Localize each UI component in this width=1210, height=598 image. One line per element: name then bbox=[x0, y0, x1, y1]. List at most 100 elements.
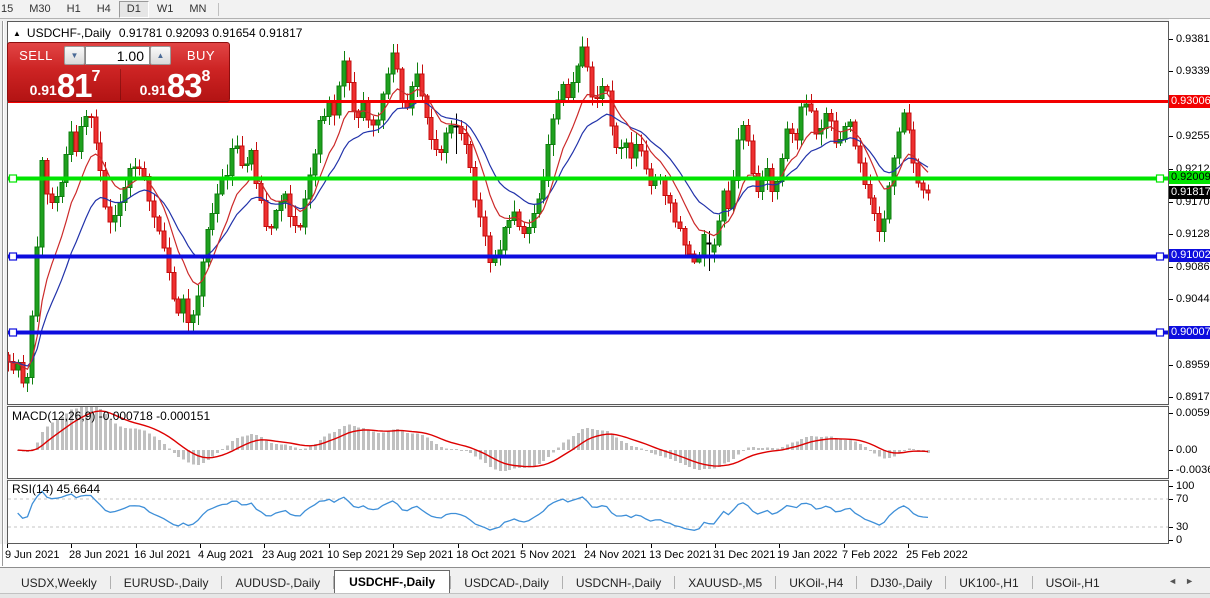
widget-divider bbox=[120, 69, 121, 100]
rsi-tick-label: 70 bbox=[1176, 493, 1189, 505]
price-tick bbox=[1169, 365, 1173, 366]
time-tick bbox=[264, 544, 265, 548]
macd-signal-line bbox=[17, 410, 929, 468]
timeframe-mn[interactable]: MN bbox=[189, 2, 207, 15]
hline-handle[interactable] bbox=[8, 174, 18, 183]
price-badge-resistance-line: 0.93006 bbox=[1169, 95, 1210, 108]
toolbar-divider bbox=[218, 2, 220, 16]
time-tick-label: 13 Dec 2021 bbox=[649, 549, 712, 561]
rsi-tick bbox=[1169, 486, 1173, 487]
tab-separator bbox=[674, 576, 676, 589]
time-tick bbox=[458, 544, 459, 548]
tab-scroll-left-icon[interactable]: ◄ bbox=[1168, 576, 1186, 586]
volume-decrease-button[interactable]: ▼ bbox=[64, 46, 85, 65]
one-click-trade-widget: SELL ▼ 1.00 ▲ BUY 0.91 81 7 0.91 83 8 bbox=[7, 42, 230, 102]
rsi-tick-label: 0 bbox=[1176, 534, 1183, 546]
hline-handle[interactable] bbox=[8, 252, 18, 261]
tab-eurusd-daily[interactable]: EURUSD-,Daily bbox=[123, 576, 209, 590]
price-badge-pivot-line: 0.92009 bbox=[1169, 171, 1210, 184]
time-tick-label: 29 Sep 2021 bbox=[391, 549, 454, 561]
tab-separator bbox=[775, 576, 777, 589]
price-tick bbox=[1169, 234, 1173, 235]
tab-xauusd-m5[interactable]: XAUUSD-,M5 bbox=[688, 576, 763, 590]
time-tick bbox=[522, 544, 523, 548]
timeframe-15[interactable]: 15 bbox=[1, 2, 14, 15]
sell-price-base: 0.91 bbox=[29, 82, 57, 98]
tab-usdchf-daily[interactable]: USDCHF-,Daily bbox=[334, 570, 451, 595]
macd-tick bbox=[1169, 413, 1173, 414]
buy-price-display[interactable]: 0.91 83 8 bbox=[122, 67, 228, 104]
tab-audusd-daily[interactable]: AUDUSD-,Daily bbox=[235, 576, 321, 590]
rsi-panel bbox=[7, 480, 1169, 544]
buy-button[interactable]: BUY bbox=[186, 48, 216, 63]
tab-scroll-arrows: ◄► bbox=[1168, 576, 1202, 586]
candlestick-plot[interactable] bbox=[8, 22, 1168, 404]
sell-price-display[interactable]: 0.91 81 7 bbox=[10, 67, 120, 102]
time-tick bbox=[200, 544, 201, 548]
volume-input[interactable]: 1.00 bbox=[85, 46, 150, 65]
tab-dj30-daily[interactable]: DJ30-,Daily bbox=[870, 576, 933, 590]
window-left-edge bbox=[2, 21, 3, 566]
price-axis[interactable]: 0.938100.933900.929700.925500.921200.917… bbox=[1169, 19, 1210, 567]
tab-separator bbox=[450, 576, 452, 589]
hline-handle[interactable] bbox=[1155, 252, 1165, 261]
tab-usdx-weekly[interactable]: USDX,Weekly bbox=[21, 576, 97, 590]
time-tick-label: 16 Jul 2021 bbox=[134, 549, 191, 561]
tab-uk100-h1[interactable]: UK100-,H1 bbox=[959, 576, 1019, 590]
tab-separator bbox=[945, 576, 947, 589]
tab-usdcnh-daily[interactable]: USDCNH-,Daily bbox=[575, 576, 662, 590]
tab-usoil-h1[interactable]: USOil-,H1 bbox=[1045, 576, 1100, 590]
moving-average-18 bbox=[8, 101, 929, 367]
rsi-tick bbox=[1169, 527, 1173, 528]
tab-scroll-right-icon[interactable]: ► bbox=[1185, 576, 1202, 586]
sell-price-point: 7 bbox=[91, 68, 101, 85]
price-tick bbox=[1169, 202, 1173, 203]
time-tick-label: 24 Nov 2021 bbox=[584, 549, 647, 561]
rsi-tick-label: 100 bbox=[1176, 480, 1195, 492]
hline-handle[interactable] bbox=[8, 328, 18, 337]
time-tick-label: 18 Oct 2021 bbox=[456, 549, 516, 561]
rsi-plot[interactable] bbox=[8, 481, 1168, 543]
time-tick-label: 7 Feb 2022 bbox=[842, 549, 898, 561]
rsi-label: RSI(14) 45.6644 bbox=[12, 482, 101, 496]
bottom-strip bbox=[0, 593, 1210, 598]
timeframe-h1[interactable]: H1 bbox=[66, 2, 81, 15]
time-tick-label: 19 Jan 2022 bbox=[777, 549, 838, 561]
sell-button[interactable]: SELL bbox=[19, 48, 53, 63]
buy-price-pips: 83 bbox=[166, 67, 203, 104]
hline-handle[interactable] bbox=[1155, 174, 1165, 183]
price-tick bbox=[1169, 299, 1173, 300]
tab-separator bbox=[1031, 576, 1033, 589]
timeframe-w1[interactable]: W1 bbox=[156, 2, 174, 15]
macd-plot[interactable] bbox=[8, 407, 1168, 478]
time-tick bbox=[136, 544, 137, 548]
rsi-tick bbox=[1169, 540, 1173, 541]
macd-tick-label: 0.00 bbox=[1176, 444, 1198, 456]
time-tick bbox=[844, 544, 845, 548]
time-tick bbox=[7, 544, 8, 548]
tab-usdcad-daily[interactable]: USDCAD-,Daily bbox=[464, 576, 549, 590]
time-tick-label: 5 Nov 2021 bbox=[520, 549, 577, 561]
macd-tick-label: 0.005963 bbox=[1176, 407, 1210, 419]
chart-collapse-arrow-icon[interactable]: ▲ bbox=[13, 29, 21, 38]
hline-handle[interactable] bbox=[1155, 328, 1165, 337]
time-tick bbox=[779, 544, 780, 548]
timeframe-d1[interactable]: D1 bbox=[118, 0, 149, 18]
timeframe-h4[interactable]: H4 bbox=[96, 2, 111, 15]
time-tick-label: 9 Jun 2021 bbox=[5, 549, 60, 561]
tab-separator bbox=[221, 576, 223, 589]
price-tick bbox=[1169, 267, 1173, 268]
time-axis[interactable]: 9 Jun 2021 28 Jun 2021 16 Jul 2021 4 Aug 20… bbox=[0, 544, 1169, 567]
price-tick bbox=[1169, 136, 1173, 137]
volume-increase-button[interactable]: ▲ bbox=[150, 46, 171, 65]
macd-tick-label: -0.003664 bbox=[1176, 464, 1210, 476]
buy-price-point: 8 bbox=[201, 68, 211, 85]
timeframe-m30[interactable]: M30 bbox=[29, 2, 51, 15]
tab-ukoil-h4[interactable]: UKOil-,H4 bbox=[789, 576, 844, 590]
tab-separator bbox=[333, 576, 335, 589]
macd-tick bbox=[1169, 470, 1173, 471]
